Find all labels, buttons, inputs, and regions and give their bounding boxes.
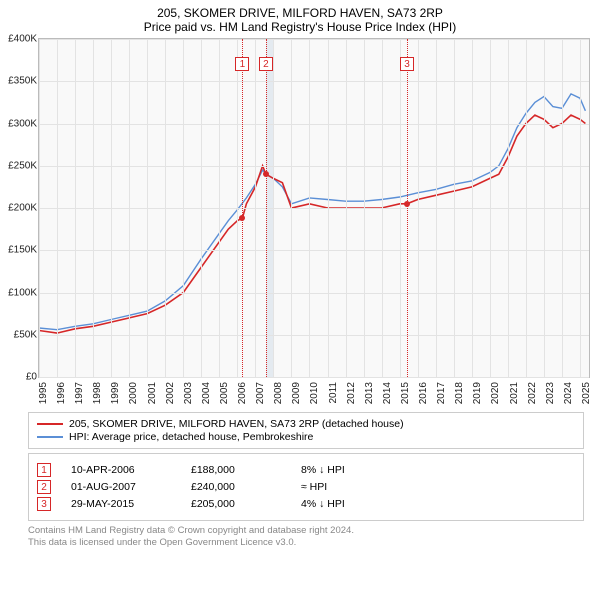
legend-label: 205, SKOMER DRIVE, MILFORD HAVEN, SA73 2… [69,418,404,430]
x-tick-label: 2005 [219,382,230,404]
x-tick-label: 2007 [255,382,266,404]
x-tick-label: 2016 [418,382,429,404]
x-tick-label: 2014 [382,382,393,404]
event-price: £240,000 [191,481,281,493]
footer-line: Contains HM Land Registry data © Crown c… [28,525,584,537]
event-date: 10-APR-2006 [71,464,171,476]
legend-row: HPI: Average price, detached house, Pemb… [37,431,575,443]
x-tick-label: 2018 [454,382,465,404]
event-rel: ≈ HPI [301,481,381,493]
x-tick-label: 2015 [400,382,411,404]
x-tick-label: 1999 [110,382,121,404]
event-date: 01-AUG-2007 [71,481,171,493]
event-num: 1 [37,463,51,477]
x-tick-label: 2025 [581,382,592,404]
x-tick-label: 2010 [309,382,320,404]
x-tick-label: 2009 [291,382,302,404]
y-tick-label: £0 [1,372,37,383]
x-tick-label: 2023 [545,382,556,404]
x-tick-label: 1995 [38,382,49,404]
x-tick-label: 2011 [328,382,339,404]
y-tick-label: £200K [1,203,37,214]
x-tick-label: 2022 [527,382,538,404]
y-tick-label: £300K [1,118,37,129]
x-tick-label: 2012 [346,382,357,404]
y-tick-label: £350K [1,76,37,87]
x-tick-label: 2019 [472,382,483,404]
y-tick-label: £50K [1,329,37,340]
x-tick-label: 2001 [147,382,158,404]
x-tick-label: 2003 [183,382,194,404]
series-line [39,115,585,333]
event-rel: 4% ↓ HPI [301,498,381,510]
event-num: 2 [37,480,51,494]
legend: 205, SKOMER DRIVE, MILFORD HAVEN, SA73 2… [28,412,584,449]
marker-label: 1 [235,57,249,71]
chart-title: 205, SKOMER DRIVE, MILFORD HAVEN, SA73 2… [0,0,600,20]
event-price: £188,000 [191,464,281,476]
event-row: 2 01-AUG-2007 £240,000 ≈ HPI [37,480,575,494]
legend-label: HPI: Average price, detached house, Pemb… [69,431,313,443]
marker-dot [263,171,269,177]
event-price: £205,000 [191,498,281,510]
events-table: 1 10-APR-2006 £188,000 8% ↓ HPI 2 01-AUG… [28,453,584,521]
x-tick-label: 1996 [56,382,67,404]
plot-inner: £0£50K£100K£150K£200K£250K£300K£350K£400… [38,38,590,378]
x-tick-label: 1998 [92,382,103,404]
chart-subtitle: Price paid vs. HM Land Registry's House … [0,20,600,38]
x-tick-label: 2000 [128,382,139,404]
x-tick-label: 2004 [201,382,212,404]
y-tick-label: £150K [1,245,37,256]
event-row: 1 10-APR-2006 £188,000 8% ↓ HPI [37,463,575,477]
x-tick-label: 2024 [563,382,574,404]
y-tick-label: £250K [1,160,37,171]
marker-dot [404,201,410,207]
x-tick-label: 2002 [165,382,176,404]
legend-swatch [37,436,63,438]
legend-row: 205, SKOMER DRIVE, MILFORD HAVEN, SA73 2… [37,418,575,430]
x-tick-label: 2006 [237,382,248,404]
y-tick-label: £400K [1,34,37,45]
event-row: 3 29-MAY-2015 £205,000 4% ↓ HPI [37,497,575,511]
x-tick-label: 1997 [74,382,85,404]
series-line [39,94,585,330]
x-tick-label: 2008 [273,382,284,404]
footer-line: This data is licensed under the Open Gov… [28,537,584,549]
plot-area: £0£50K£100K£150K£200K£250K£300K£350K£400… [38,38,590,378]
event-num: 3 [37,497,51,511]
marker-dot [239,215,245,221]
event-rel: 8% ↓ HPI [301,464,381,476]
marker-label: 2 [259,57,273,71]
y-tick-label: £100K [1,287,37,298]
x-tick-label: 2020 [490,382,501,404]
marker-label: 3 [400,57,414,71]
x-tick-label: 2021 [509,382,520,404]
footer-attribution: Contains HM Land Registry data © Crown c… [28,525,584,550]
x-tick-label: 2013 [364,382,375,404]
x-axis-labels: 1995 1996 1997 1998 1999 2000 2001 2002 2003 2004… [38,378,590,412]
event-date: 29-MAY-2015 [71,498,171,510]
x-tick-label: 2017 [436,382,447,404]
legend-swatch [37,423,63,425]
